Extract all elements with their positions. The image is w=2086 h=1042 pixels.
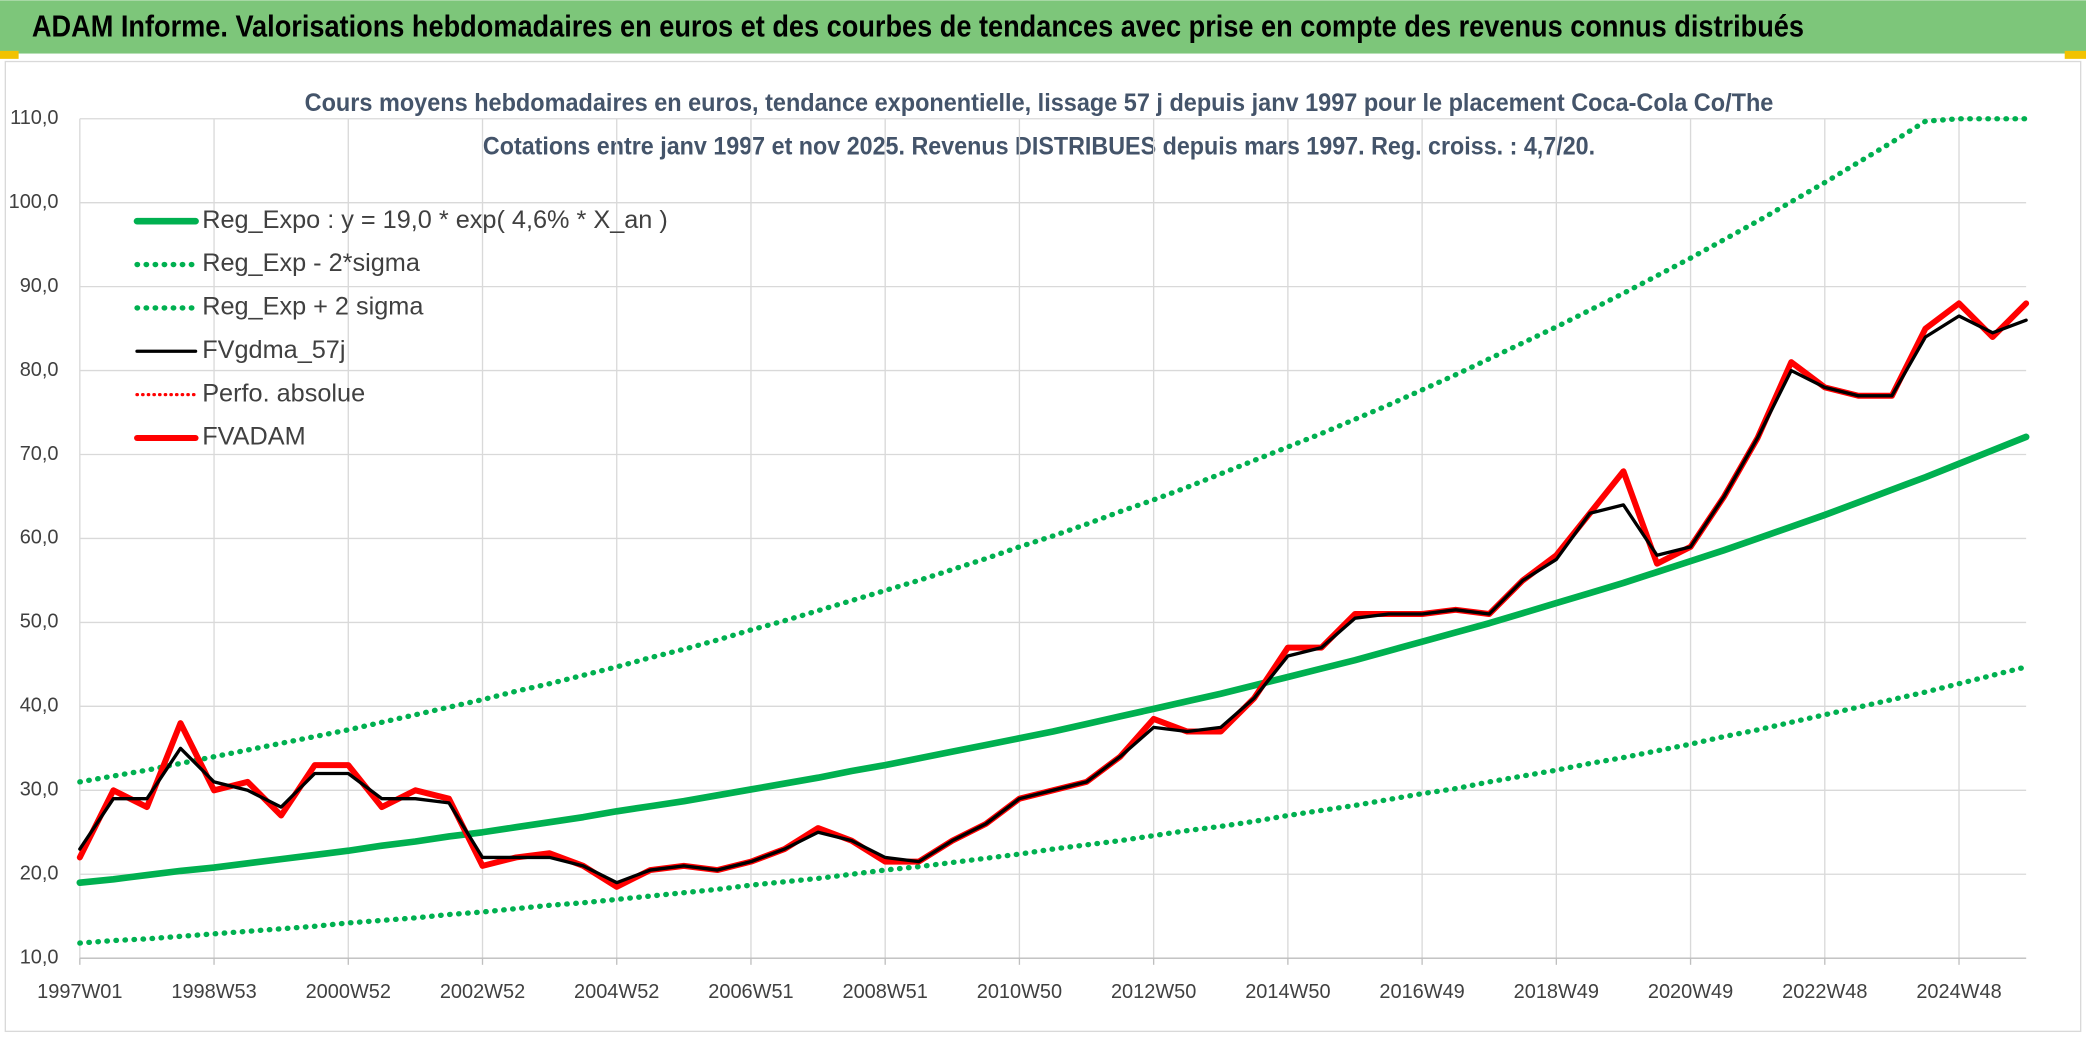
x-tick-label: 2006W51 [708, 981, 793, 1003]
header-title: ADAM Informe. Valorisations hebdomadaire… [32, 9, 1804, 43]
legend-label: FVgdma_57j [202, 336, 345, 364]
series-line [77, 116, 2029, 785]
x-tick-label: 2020W49 [1648, 981, 1733, 1003]
legend-label: FVADAM [202, 423, 305, 451]
y-tick-label: 10,0 [20, 946, 59, 968]
chart-title: Cours moyens hebdomadaires en euros, ten… [305, 89, 1774, 117]
x-tick-label: 2016W49 [1379, 981, 1464, 1003]
series-line [78, 314, 2028, 885]
y-tick-label: 20,0 [20, 863, 59, 885]
series-line [77, 664, 2029, 946]
legend-label: Perfo. absolue [202, 379, 365, 407]
x-tick-label: 2000W52 [306, 981, 391, 1003]
y-tick-label: 110,0 [10, 107, 58, 129]
legend-label: Reg_Expo : y = 19,0 * exp( 4,6% * X_an ) [202, 206, 668, 234]
chart-border [4, 60, 2082, 1033]
y-tick-label: 100,0 [9, 191, 59, 213]
x-tick-label: 2010W50 [977, 981, 1062, 1003]
x-tick-label: 2004W52 [574, 981, 659, 1003]
x-tick-label: 2002W52 [440, 981, 525, 1003]
y-tick-label: 50,0 [20, 611, 59, 633]
x-tick-label: 2008W51 [843, 981, 928, 1003]
x-tick-label: 1998W53 [171, 981, 256, 1003]
y-tick-label: 30,0 [20, 779, 59, 801]
x-tick-label: 2012W50 [1111, 981, 1196, 1003]
x-tick-label: 2018W49 [1514, 981, 1599, 1003]
header-bar [0, 0, 2086, 54]
corner-mark [0, 50, 19, 59]
x-tick-label: 1997W01 [37, 981, 122, 1003]
legend-label: Reg_Exp + 2 sigma [202, 293, 424, 321]
chart-subtitle: Cotations entre janv 1997 et nov 2025. R… [483, 133, 1595, 161]
legend-label: Reg_Exp - 2*sigma [202, 249, 421, 277]
y-tick-label: 80,0 [20, 359, 59, 381]
series-line [76, 433, 2030, 886]
x-tick-label: 2014W50 [1245, 981, 1330, 1003]
y-tick-label: 90,0 [20, 275, 59, 297]
x-tick-label: 2022W48 [1782, 981, 1867, 1003]
y-tick-label: 40,0 [20, 695, 59, 717]
x-tick-label: 2024W48 [1916, 981, 2001, 1003]
y-tick-label: 70,0 [20, 443, 59, 465]
corner-mark [2064, 50, 2086, 59]
y-tick-label: 60,0 [20, 527, 59, 549]
